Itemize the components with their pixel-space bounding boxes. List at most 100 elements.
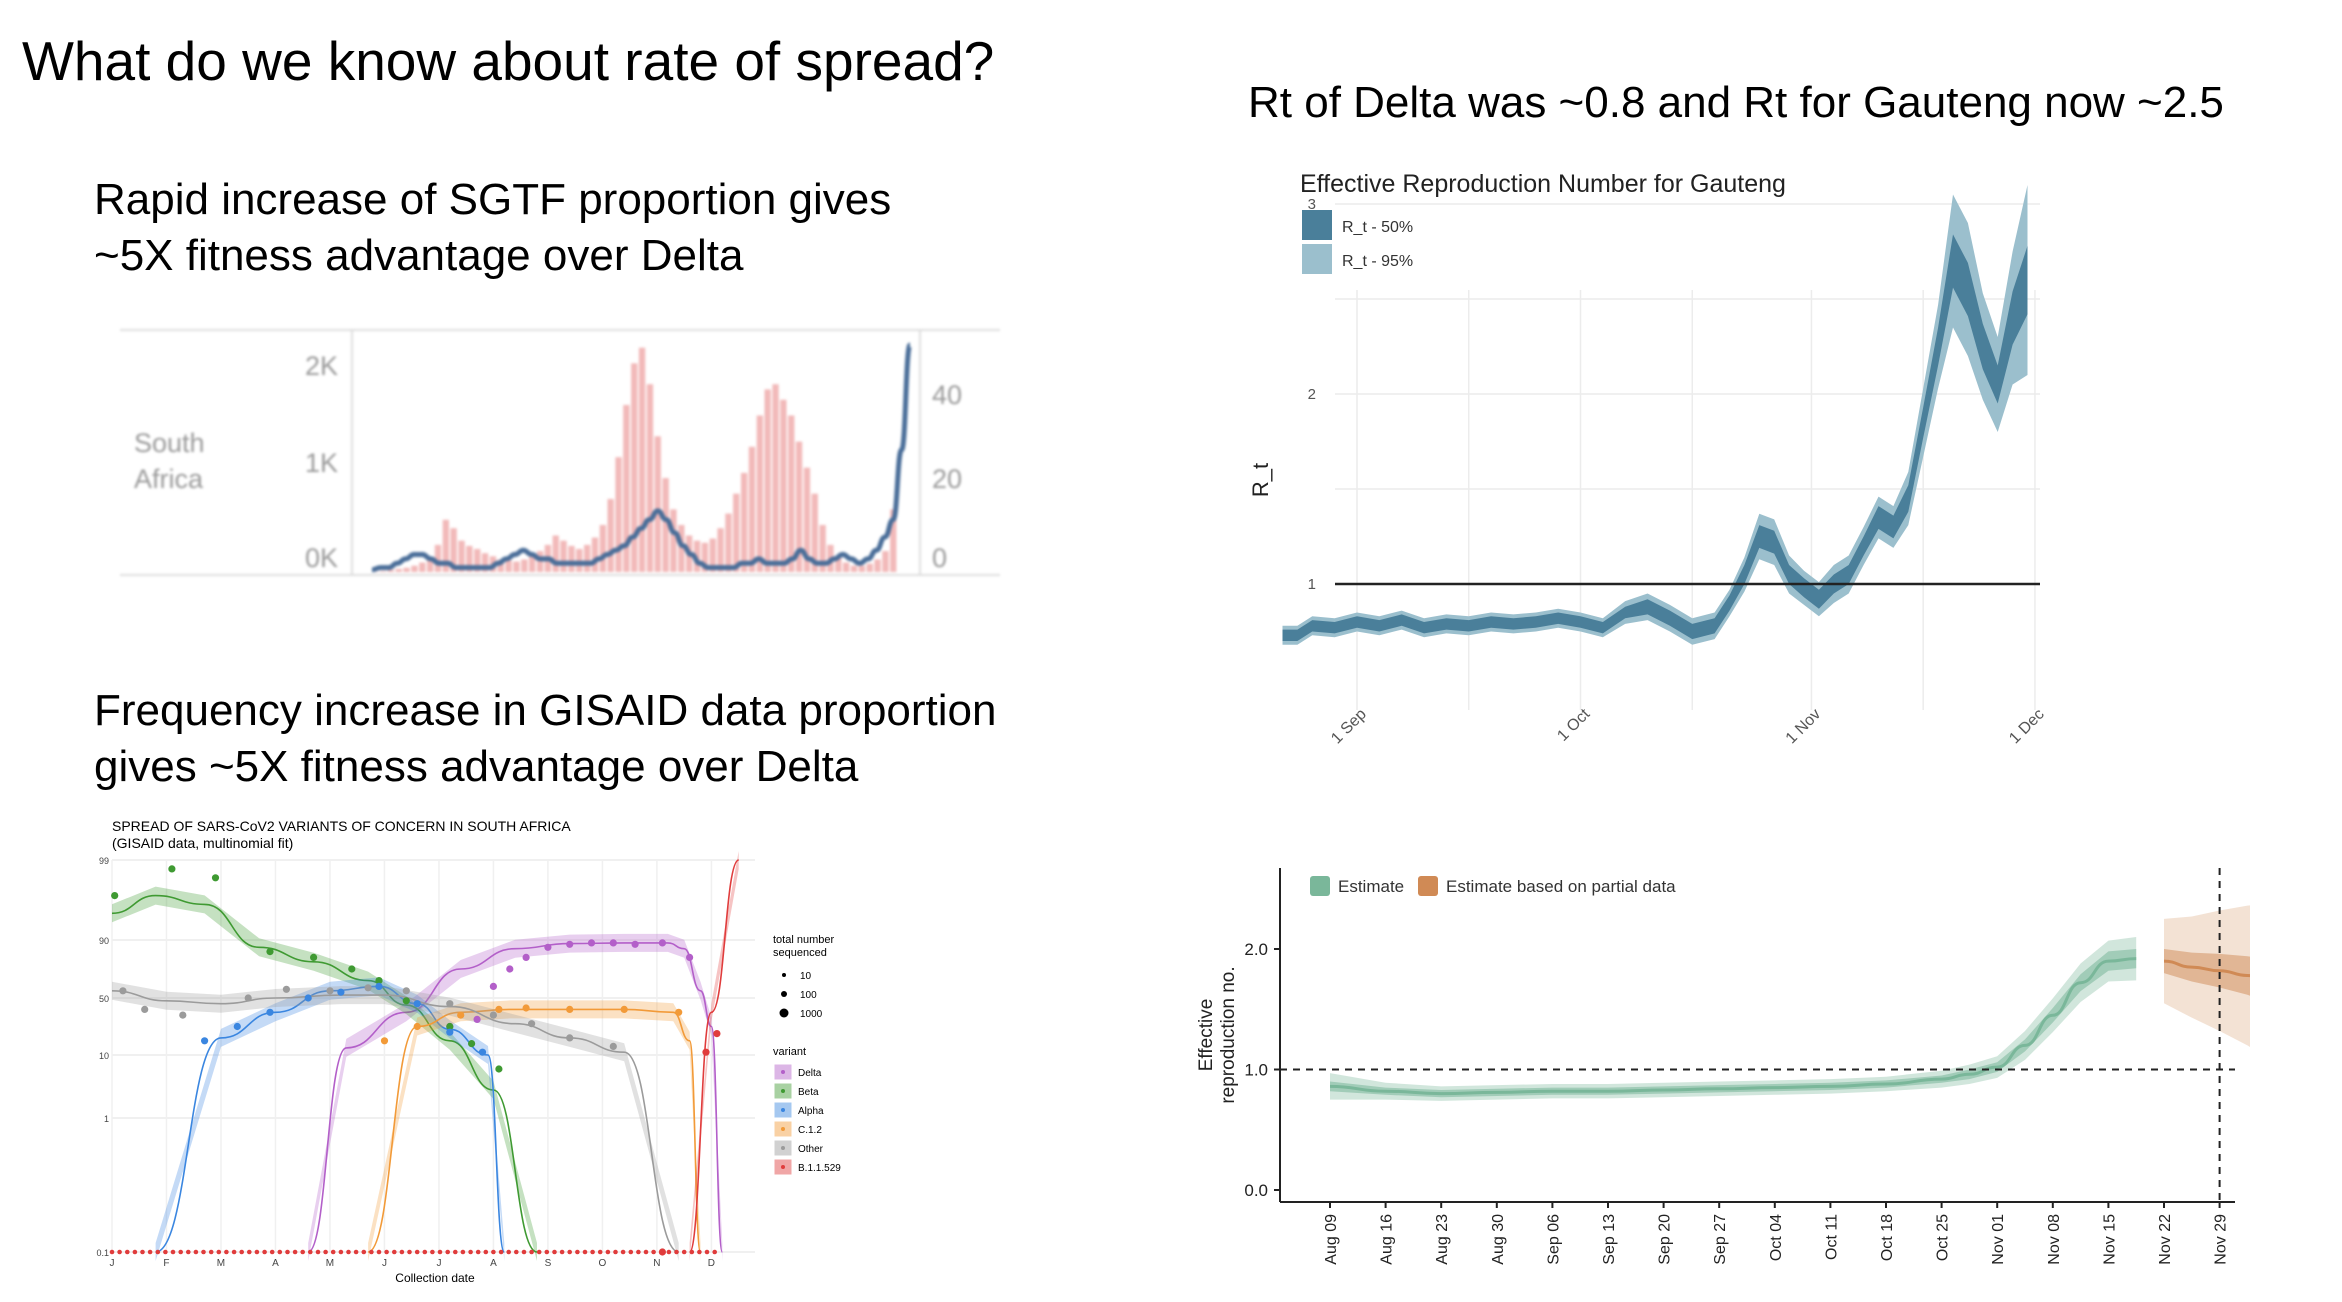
gisaid-point-Beta: [375, 977, 383, 985]
gisaid-point-Delta: [587, 939, 596, 947]
gisaid-point-B.1.1.529: [681, 1249, 687, 1255]
rt-gauteng-chart: Effective Reproduction Number for Gauten…: [1248, 170, 2048, 748]
gisaid-point-Alpha: [375, 982, 383, 990]
gisaid-point-B.1.1.529: [712, 1249, 717, 1255]
rt-gauteng-y-tick: 3: [1308, 196, 1316, 213]
gisaid-point-B.1.1.529: [643, 1249, 649, 1255]
gisaid-point-Delta: [631, 940, 639, 948]
sgtf-bar: [701, 542, 708, 572]
rt-sa-x-tick: Oct 18: [1879, 1214, 1896, 1261]
gisaid-point-B.1.1.529: [361, 1249, 367, 1255]
gisaid-point-B.1.1.529: [369, 1249, 374, 1255]
gisaid-legend-label-Alpha: Alpha: [798, 1106, 824, 1117]
rt-sa-x-ticks: Aug 09 Aug 16 Aug 23 Aug 30 Sep 06 Sep 13 Sep …: [1323, 1202, 2230, 1265]
rt-gauteng-x-tick: 1 Dec: [2006, 706, 2048, 748]
rt-sa-estimate-band-50: [1330, 949, 2137, 1098]
gisaid-point-Other: [609, 1042, 617, 1050]
gisaid-point-B.1.1.529: [613, 1249, 618, 1255]
sgtf-bar: [843, 562, 850, 572]
gisaid-point-B.1.1.529: [620, 1249, 626, 1255]
gisaid-point-B.1.1.529: [514, 1249, 519, 1255]
rt-sa-x-tick: Aug 16: [1379, 1214, 1396, 1265]
rt-gauteng-y-tick: 2: [1308, 386, 1316, 403]
sgtf-bar: [717, 528, 724, 572]
gisaid-point-B.1.1.529: [659, 1249, 664, 1255]
rt-gauteng-y-ticks: 3 2 1: [1308, 196, 1316, 593]
rt-sa-x-tick: Nov 01: [1990, 1214, 2007, 1265]
sgtf-bar: [505, 560, 512, 572]
right-heading: Rt of Delta was ~0.8 and Rt for Gauteng …: [1248, 78, 2224, 127]
sgtf-bar: [615, 457, 622, 572]
gisaid-point-B.1.1.529: [208, 1249, 214, 1255]
sgtf-bar: [890, 509, 897, 572]
gisaid-legend-size-label: 100: [800, 990, 817, 1001]
rt-sa-ylabel-line-1: Effective: [1196, 999, 1217, 1072]
gisaid-point-B.1.1.529: [399, 1249, 405, 1255]
rt-sa-y-tick: 2.0: [1244, 940, 1268, 959]
sgtf-left-tick: 0K: [305, 543, 338, 573]
gisaid-point-B.1.1.529: [132, 1249, 138, 1255]
sgtf-left-tick: 2K: [305, 351, 338, 381]
rt-sa-x-tick: Sep 27: [1712, 1214, 1729, 1265]
gisaid-point-B.1.1.529: [262, 1249, 267, 1255]
sgtf-bar: [748, 446, 756, 572]
gisaid-point-B.1.1.529: [277, 1249, 283, 1255]
sgtf-bar: [584, 544, 591, 572]
sgtf-bar: [481, 553, 489, 572]
gisaid-point-B.1.1.529: [666, 1249, 672, 1255]
gisaid-point-Beta: [111, 892, 119, 900]
gisaid-point-B.1.1.529: [201, 1249, 206, 1255]
rt-sa-x-tick: Sep 20: [1657, 1214, 1674, 1265]
gisaid-point-B.1.1.529: [300, 1249, 305, 1255]
sgtf-bar: [599, 525, 606, 572]
gisaid-fits: [111, 851, 740, 1261]
gisaid-point-Delta: [544, 943, 552, 951]
gisaid-legend-label-Other: Other: [798, 1144, 824, 1155]
gisaid-x-tick: M: [326, 1258, 334, 1269]
rt-sa-legend-partial: Estimate based on partial data: [1446, 877, 1676, 896]
rt-sa-estimate-line: [1329, 957, 2137, 1096]
gisaid-y-ticks: 99 90 50 10 1 0.1: [96, 856, 109, 1258]
rt-sa-ylabel: Effective reproduction no.: [1196, 966, 1239, 1103]
gisaid-point-B.1.1.529: [590, 1249, 595, 1255]
gisaid-subtitle: (GISAID data, multinomial fit): [112, 835, 293, 851]
gisaid-y-tick: 99: [99, 856, 109, 866]
gisaid-point-Alpha: [413, 1000, 421, 1008]
rt-gauteng-y-tick: 1: [1308, 576, 1316, 593]
sgtf-bar: [646, 384, 654, 572]
gisaid-point-B.1.1.529: [460, 1249, 466, 1255]
sgtf-bar: [772, 384, 779, 572]
rt-sa-partial-band-50: [2164, 949, 2250, 996]
sgtf-bar: [638, 347, 646, 572]
rt-sa-x-tick: Aug 23: [1434, 1214, 1451, 1265]
gisaid-point-B.1.1.529: [468, 1249, 473, 1255]
rt-sa-y-tick: 0.0: [1244, 1181, 1268, 1200]
sgtf-bar: [631, 363, 638, 572]
sgtf-bar: [874, 559, 881, 572]
rt-sa-chart: Estimate Estimate based on partial data …: [1196, 868, 2250, 1265]
sgtf-chart: South Africa 2K 1K 0K 40 20 0: [120, 329, 1000, 576]
gisaid-point-Other: [282, 985, 290, 993]
gisaid-point-B.1.1.529: [702, 1048, 710, 1056]
gisaid-point-B.1.1.529: [224, 1249, 229, 1255]
gisaid-point-B.1.1.529: [430, 1249, 435, 1255]
gisaid-legend-label-Delta: Delta: [798, 1068, 822, 1079]
gisaid-point-B.1.1.529: [186, 1249, 191, 1255]
gisaid-point-B.1.1.529: [475, 1249, 481, 1255]
gisaid-point-Alpha: [478, 1048, 487, 1056]
gisaid-point-B.1.1.529: [269, 1249, 275, 1255]
sgtf-bar: [591, 537, 599, 572]
gisaid-point-B.1.1.529: [529, 1249, 534, 1255]
gisaid-point-C.1.2: [380, 1037, 389, 1045]
gisaid-legend-size-marker: [781, 991, 787, 997]
gisaid-point-B.1.1.529: [628, 1249, 634, 1255]
gisaid-chart: SPREAD OF SARS-CoV2 VARIANTS OF CONCERN …: [96, 818, 841, 1285]
gisaid-point-B.1.1.529: [315, 1249, 321, 1255]
sgtf-bar: [379, 571, 387, 572]
gisaid-point-B.1.1.529: [437, 1249, 443, 1255]
gisaid-point-C.1.2: [495, 1005, 503, 1013]
gisaid-point-B.1.1.529: [330, 1249, 336, 1255]
gisaid-point-Delta: [489, 982, 497, 990]
sgtf-bar: [670, 509, 677, 572]
